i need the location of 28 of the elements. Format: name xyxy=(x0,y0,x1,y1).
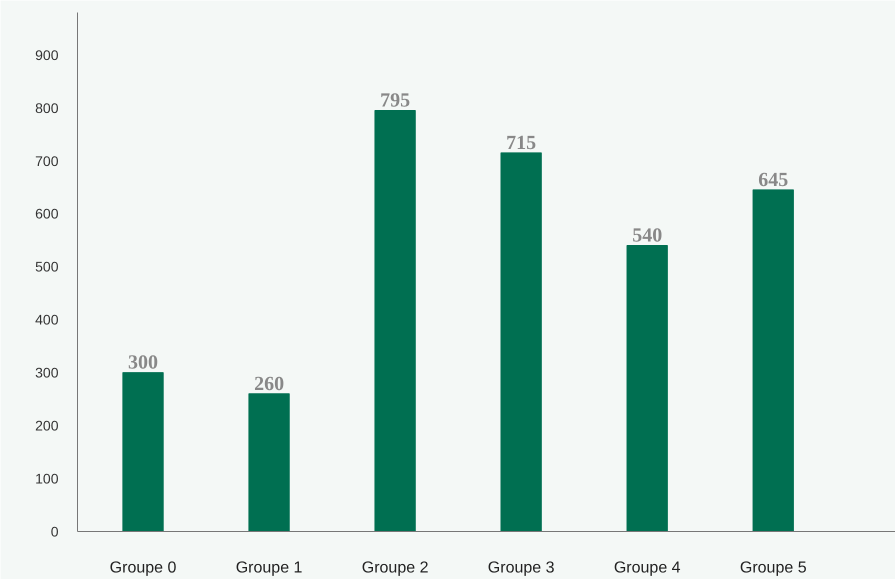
y-tick-label: 100 xyxy=(35,470,59,487)
y-tick-label: 300 xyxy=(35,364,59,381)
data-label: 260 xyxy=(254,372,284,395)
y-tick-label: 0 xyxy=(50,524,59,540)
data-label: 540 xyxy=(632,224,662,247)
y-tick-label: 500 xyxy=(35,258,59,275)
bar xyxy=(374,110,416,532)
y-tick-label: 600 xyxy=(35,206,59,222)
bar xyxy=(500,152,542,532)
data-label: 645 xyxy=(758,168,788,191)
y-tick-label: 900 xyxy=(35,46,59,63)
data-label: 715 xyxy=(506,132,536,154)
x-tick-label: Groupe 5 xyxy=(740,560,807,576)
x-tick-label: Groupe 0 xyxy=(110,560,176,576)
x-tick-label: Groupe 3 xyxy=(488,560,555,576)
y-tick-label: 400 xyxy=(35,312,59,328)
data-label: 795 xyxy=(380,89,410,112)
x-tick-label: Groupe 2 xyxy=(362,560,429,576)
y-tick-label: 700 xyxy=(35,152,59,169)
x-tick-label: Groupe 1 xyxy=(236,560,303,576)
bar xyxy=(752,189,794,532)
data-label: 300 xyxy=(128,352,158,374)
x-tick-label: Groupe 4 xyxy=(614,560,681,576)
bar xyxy=(122,372,164,532)
y-tick-label: 800 xyxy=(35,100,59,116)
bar xyxy=(626,245,668,532)
y-tick-label: 200 xyxy=(35,418,59,434)
bar xyxy=(248,393,290,532)
